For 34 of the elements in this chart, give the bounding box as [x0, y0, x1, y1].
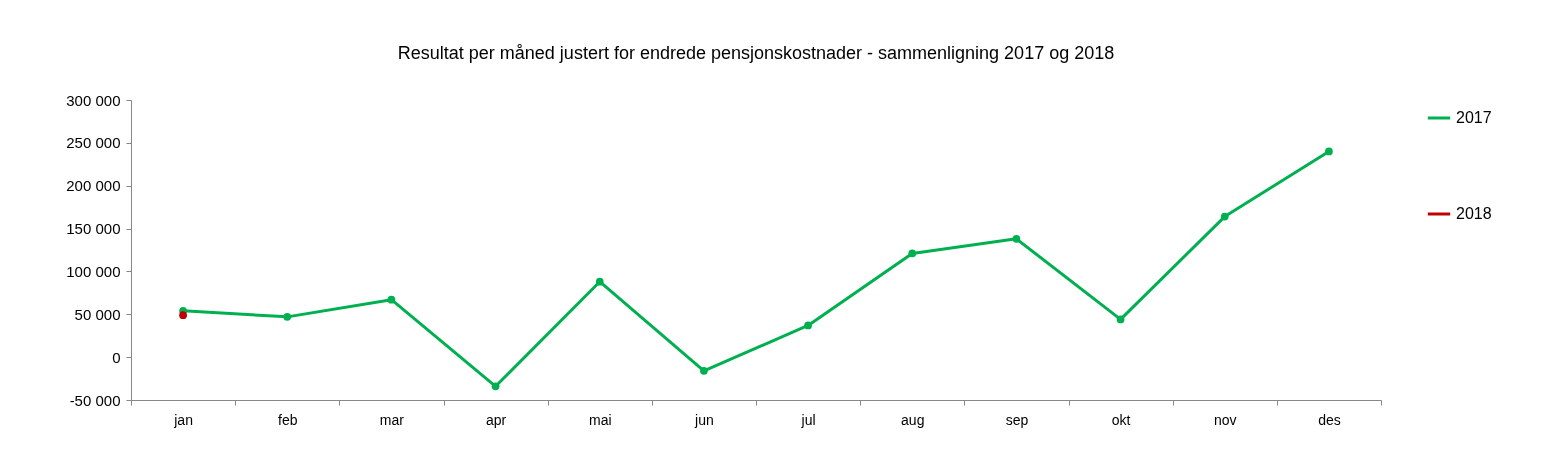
x-tick-label: okt — [1111, 411, 1131, 428]
x-tick-label: aug — [901, 411, 925, 428]
point — [700, 366, 708, 375]
y-tick-label: -50 000 — [69, 391, 121, 409]
point — [595, 277, 604, 286]
y-tick-label: 250 000 — [66, 134, 121, 152]
x-tick-label: apr — [485, 411, 507, 428]
point — [387, 295, 396, 304]
point — [908, 249, 917, 258]
point — [1012, 234, 1021, 243]
y-tick-label: 50 000 — [74, 305, 121, 323]
point — [1220, 212, 1229, 221]
y-tick-label: 0 — [112, 348, 121, 366]
x-tick-label: sep — [1005, 411, 1029, 428]
x-tick-label: des — [1318, 411, 1341, 428]
x-tick-label: mai — [588, 411, 612, 428]
point — [283, 312, 292, 321]
point — [491, 382, 500, 391]
legend-label: 2017 — [1456, 109, 1492, 126]
chart-title: Resultat per måned justert for endrede pensjonskostnader - sammenligning 2017 og 2018 — [397, 43, 1115, 63]
point — [1116, 315, 1125, 324]
x-tick-label: jan — [173, 411, 193, 428]
point — [804, 321, 812, 330]
x-tick-label: feb — [278, 411, 298, 428]
y-tick-label: 100 000 — [66, 262, 121, 280]
legend-label: 2018 — [1456, 205, 1492, 222]
x-tick-label: jun — [694, 411, 714, 428]
x-tick-label: jul — [800, 411, 816, 428]
point — [1325, 147, 1333, 156]
y-tick-label: 200 000 — [66, 177, 121, 195]
x-tick-label: mar — [379, 411, 405, 428]
y-tick-label: 300 000 — [66, 91, 121, 109]
y-tick-label: 150 000 — [66, 220, 121, 238]
x-tick-label: nov — [1213, 411, 1237, 428]
